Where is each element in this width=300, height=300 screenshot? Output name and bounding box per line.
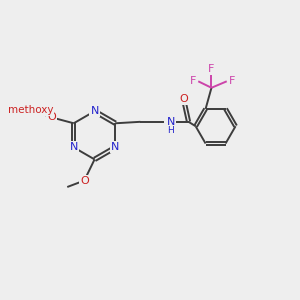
Text: methoxy: methoxy — [8, 105, 53, 116]
Text: N: N — [90, 106, 99, 116]
Text: F: F — [208, 64, 215, 74]
Text: F: F — [229, 76, 235, 86]
Text: O: O — [80, 176, 89, 185]
Text: H: H — [167, 126, 174, 135]
Text: N: N — [70, 142, 78, 152]
Text: F: F — [190, 76, 196, 86]
Text: O: O — [180, 94, 188, 104]
Text: N: N — [111, 142, 120, 152]
Text: O: O — [47, 112, 56, 122]
Text: N: N — [167, 117, 175, 127]
